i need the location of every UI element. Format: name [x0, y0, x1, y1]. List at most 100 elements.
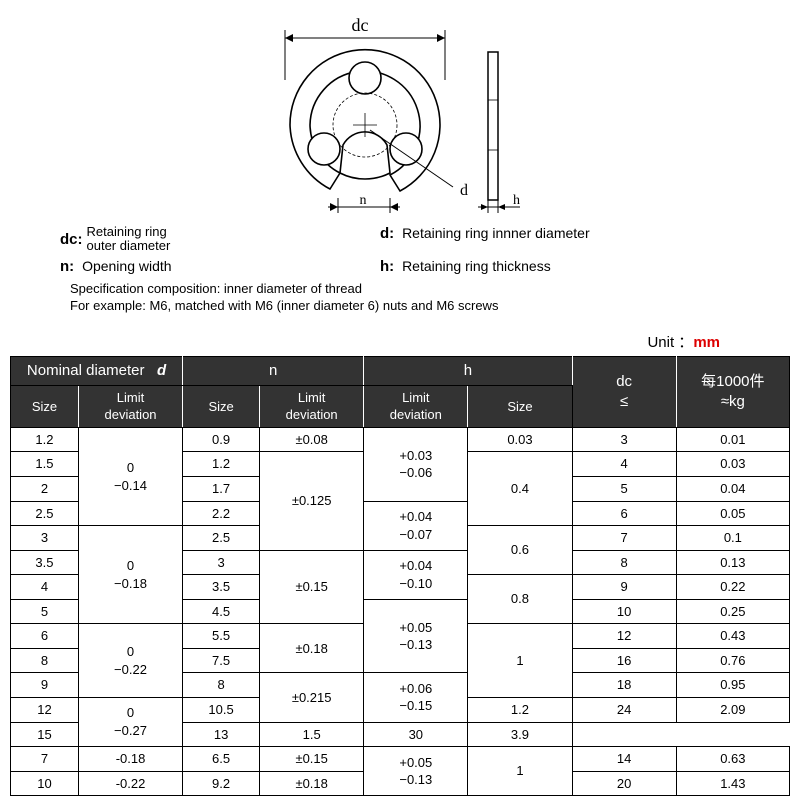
cell-d-size: 5 — [11, 599, 79, 624]
hdr-h: h — [364, 356, 572, 385]
dc-dim-label: dc — [352, 15, 369, 35]
cell-kg: 0.25 — [676, 599, 789, 624]
cell-h-lim: +0.03 −0.06 — [364, 427, 468, 501]
hdr-n-size: Size — [183, 385, 260, 427]
cell-d-size: 1.2 — [11, 427, 79, 452]
cell-d-size: 10 — [11, 771, 79, 796]
legend-n: n: Opening width — [60, 258, 340, 275]
cell-kg: 0.95 — [676, 673, 789, 698]
cell-d-size: 3 — [11, 526, 79, 551]
cell-d-size: 4 — [11, 575, 79, 600]
retaining-ring-diagram: dc d n — [220, 10, 580, 220]
cell-h-lim: +0.06 −0.15 — [364, 673, 468, 722]
cell-dc: 12 — [572, 624, 676, 649]
cell-d-size: 8 — [11, 648, 79, 673]
legend-h: h: Retaining ring thickness — [380, 258, 551, 275]
cell-dc: 16 — [572, 648, 676, 673]
cell-h-size: 0.8 — [468, 575, 572, 624]
hdr-n-lim: Limit deviation — [260, 385, 364, 427]
cell-n-lim: ±0.18 — [260, 624, 364, 673]
cell-kg: 3.9 — [468, 722, 572, 747]
cell-kg: 0.43 — [676, 624, 789, 649]
cell-d-size: 6 — [11, 624, 79, 649]
cell-dc: 10 — [572, 599, 676, 624]
cell-dc: 7 — [572, 526, 676, 551]
cell-dc: 3 — [572, 427, 676, 452]
cell-n-size: 8 — [183, 673, 260, 698]
cell-h-size: 1.2 — [468, 697, 572, 722]
cell-kg: 1.43 — [676, 771, 789, 796]
hdr-kg: 每1000件 ≈kg — [676, 356, 789, 427]
cell-dc: 24 — [572, 697, 676, 722]
cell-d-lim: 0 −0.18 — [78, 526, 182, 624]
cell-d-size: 2.5 — [11, 501, 79, 526]
cell-d-lim: 0 −0.27 — [78, 697, 182, 746]
cell-dc: 8 — [572, 550, 676, 575]
cell-n-size: 1.7 — [183, 477, 260, 502]
cell-d-lim: 0 −0.22 — [78, 624, 182, 698]
cell-n-lim: ±0.125 — [260, 452, 364, 550]
hdr-nominal: Nominal diameter d — [11, 356, 183, 385]
cell-kg: 0.01 — [676, 427, 789, 452]
cell-n-size: 10.5 — [183, 697, 260, 722]
hdr-n: n — [183, 356, 364, 385]
cell-d-size: 3.5 — [11, 550, 79, 575]
cell-h-lim: +0.04 −0.07 — [364, 501, 468, 550]
cell-kg: 0.76 — [676, 648, 789, 673]
spec-line: Specification composition: inner diamete… — [60, 281, 740, 296]
cell-n-lim: ±0.15 — [260, 747, 364, 772]
cell-n-size: 2.5 — [183, 526, 260, 551]
cell-h-lim: +0.05 −0.13 — [364, 747, 468, 796]
cell-h-size: 0.03 — [468, 427, 572, 452]
cell-n-size: 4.5 — [183, 599, 260, 624]
cell-n-size: 3.5 — [183, 575, 260, 600]
spec-table: Nominal diameter d n h dc ≤ 每1000件 ≈kg S… — [10, 356, 790, 797]
cell-h-lim: +0.04 −0.10 — [364, 550, 468, 599]
cell-d-lim: -0.18 — [78, 747, 182, 772]
cell-n-lim: ±0.18 — [260, 771, 364, 796]
cell-kg: 0.13 — [676, 550, 789, 575]
cell-h-size: 0.4 — [468, 452, 572, 526]
table-row: 7-0.186.5±0.15+0.05 −0.131140.63 — [11, 747, 790, 772]
cell-d-size: 15 — [11, 722, 79, 747]
hdr-h-size: Size — [468, 385, 572, 427]
cell-h-size: 0.6 — [468, 526, 572, 575]
cell-d-size: 9 — [11, 673, 79, 698]
example-line: For example: M6, matched with M6 (inner … — [60, 298, 740, 313]
cell-n-size: 9.2 — [183, 771, 260, 796]
cell-dc: 9 — [572, 575, 676, 600]
hdr-d-size: Size — [11, 385, 79, 427]
cell-kg: 0.1 — [676, 526, 789, 551]
cell-h-size: 1 — [468, 747, 572, 796]
cell-kg: 0.22 — [676, 575, 789, 600]
cell-kg: 2.09 — [676, 697, 789, 722]
cell-n-size: 13 — [183, 722, 260, 747]
hdr-h-lim: Limit deviation — [364, 385, 468, 427]
header-row-1: Nominal diameter d n h dc ≤ 每1000件 ≈kg — [11, 356, 790, 385]
n-dim-label: n — [360, 193, 367, 208]
cell-d-size: 2 — [11, 477, 79, 502]
cell-n-size: 6.5 — [183, 747, 260, 772]
cell-n-size: 2.2 — [183, 501, 260, 526]
cell-h-size: 1.5 — [260, 722, 364, 747]
table-row: 1.20 −0.140.9±0.08+0.03 −0.060.0330.01 — [11, 427, 790, 452]
legend-area: dc: Retaining ring outer diameter d: Ret… — [0, 220, 800, 323]
cell-n-size: 0.9 — [183, 427, 260, 452]
d-dim-label: d — [460, 182, 468, 199]
cell-dc: 30 — [364, 722, 468, 747]
cell-n-lim: ±0.15 — [260, 550, 364, 624]
cell-dc: 18 — [572, 673, 676, 698]
cell-n-size: 5.5 — [183, 624, 260, 649]
cell-d-size: 12 — [11, 697, 79, 722]
cell-n-size: 1.2 — [183, 452, 260, 477]
cell-d-size: 7 — [11, 747, 79, 772]
legend-dc: dc: Retaining ring outer diameter — [60, 225, 340, 254]
diagram-area: dc d n — [0, 0, 800, 220]
cell-h-size: 1 — [468, 624, 572, 698]
cell-n-size: 3 — [183, 550, 260, 575]
cell-dc: 20 — [572, 771, 676, 796]
cell-dc: 5 — [572, 477, 676, 502]
cell-d-lim: 0 −0.14 — [78, 427, 182, 525]
cell-dc: 4 — [572, 452, 676, 477]
cell-kg: 0.04 — [676, 477, 789, 502]
